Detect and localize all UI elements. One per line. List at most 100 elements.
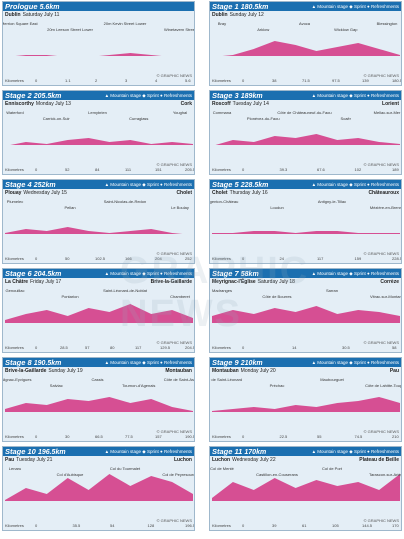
stage-header: Stage 6 204.5km ▲ Mountain stage ◆ Sprint…: [3, 269, 194, 278]
stage-header: Prologue 5.6km: [3, 2, 194, 11]
stage-legend: ▲ Mountain stage ◆ Sprint ● Refreshments: [104, 360, 192, 365]
stage-header: Stage 11 170km ▲ Mountain stage ◆ Sprint …: [210, 447, 401, 456]
distance-label: 0: [35, 523, 38, 528]
place-label: Genouillac: [5, 288, 25, 293]
elevation-profile: [15, 53, 162, 56]
stage-panel: Stage 2 205.5km ▲ Mountain stage ◆ Sprint…: [2, 90, 195, 175]
stage-header: Stage 3 189km ▲ Mountain stage ◆ Sprint ●…: [210, 91, 401, 100]
profile-area: [15, 53, 162, 56]
place-label: 20m Kevin Street Lower: [103, 21, 147, 26]
stage-finish: Cholet: [176, 190, 192, 196]
stage-header: Stage 7 58km ▲ Mountain stage ◆ Sprint ● …: [210, 269, 401, 278]
stage-title: Stage 4: [5, 180, 34, 189]
distance-label: 35.5: [72, 523, 81, 528]
distance-label: 67.6: [317, 167, 325, 172]
copyright: © GRAPHIC NEWS: [363, 340, 399, 345]
km-label: Kilometres: [5, 345, 24, 350]
stage-panel: Stage 3 189km ▲ Mountain stage ◆ Sprint ●…: [209, 90, 402, 175]
stage-length: 170km: [244, 449, 267, 456]
stage-title: Stage 11: [212, 447, 245, 456]
stage-start: Brive-la-Gaillarde Sunday July 19: [5, 368, 83, 374]
distance-label: 97.5: [332, 78, 340, 83]
distance-label: 105: [332, 523, 339, 528]
stage-subheader: Dublin Sunday July 12: [212, 12, 399, 19]
stage-subheader: Dublin Saturday July 11: [5, 12, 192, 19]
profile-area: [222, 41, 400, 56]
place-label: Madranges: [211, 288, 233, 293]
stage-panel: Stage 1 180.5km ▲ Mountain stage ◆ Sprint…: [209, 1, 402, 86]
stage-finish: Montauban: [165, 368, 192, 374]
stage-title: Stage 3: [212, 91, 241, 100]
elevation-profile: [5, 304, 193, 323]
stage-legend: ▲ Mountain stage ◆ Sprint ● Refreshments: [311, 360, 399, 365]
km-label: Kilometres: [5, 523, 24, 528]
distance-label: 180.5: [392, 78, 402, 83]
stage-start: Montauban Monday July 20: [212, 368, 276, 374]
profile-area: [5, 474, 193, 501]
distance-label: 52: [65, 167, 70, 172]
stage-subheader: Brive-la-Gaillarde Sunday July 19 Montauba…: [5, 368, 192, 375]
stage-header: Stage 1 180.5km ▲ Mountain stage ◆ Sprint…: [210, 2, 401, 11]
profile-area: [212, 397, 400, 412]
km-label: Kilometres: [212, 434, 231, 439]
km-label: Kilometres: [5, 78, 24, 83]
distance-label: 128: [147, 523, 155, 528]
distance-label: 22.5: [279, 434, 288, 439]
distance-label: 14: [292, 345, 297, 350]
stage-length: 190.5km: [33, 360, 62, 367]
distance-label: 102.5: [95, 256, 106, 261]
stage-panel: Stage 10 196.5km ▲ Mountain stage ◆ Sprin…: [2, 446, 195, 531]
place-label: Curraglass: [129, 116, 149, 121]
stage-subheader: Montauban Monday July 20 Pau: [212, 368, 399, 375]
place-label: Salviac: [49, 383, 63, 388]
profile-area: [5, 227, 183, 234]
distance-label: 157: [155, 434, 162, 439]
stage-start: Dublin Saturday July 11: [5, 12, 60, 18]
distance-label: 0: [35, 345, 38, 350]
elevation-profile: [222, 41, 400, 56]
place-label: Waterford: [6, 110, 24, 115]
stage-length: 5.6km: [39, 4, 60, 11]
distance-label: 77.5: [125, 434, 133, 439]
place-label: Tournon-d'Agenais: [122, 383, 156, 388]
distance-label: 57: [85, 345, 90, 350]
distance-label: 30.5: [342, 345, 350, 350]
distance-label: 0: [35, 256, 38, 261]
copyright: © GRAPHIC NEWS: [156, 73, 192, 78]
stage-legend: ▲ Mountain stage ◆ Sprint ● Refreshments: [311, 4, 399, 9]
copyright: © GRAPHIC NEWS: [363, 518, 399, 523]
copyright: © GRAPHIC NEWS: [156, 340, 192, 345]
distance-label: 61: [302, 523, 307, 528]
stage-footer: Kilometres 0 24 117 159 228.5: [212, 256, 401, 262]
distance-label: 144.5: [362, 523, 373, 528]
place-label: Scaër: [340, 116, 351, 121]
distance-label: 0: [242, 434, 245, 439]
stage-start: Plouay Wednesday July 15: [5, 190, 67, 196]
stage-date: Tuesday July 21: [16, 457, 53, 463]
profile-area: [212, 306, 400, 323]
distance-label: 3: [125, 78, 128, 83]
place-label: Côte de Saint-Asé: [163, 377, 195, 382]
place-label: Plonévez-du-Faou: [246, 116, 280, 121]
distance-label: 0: [242, 167, 245, 172]
place-label: Carrick-on-Suir: [42, 116, 70, 121]
profile-area: [212, 474, 400, 501]
place-label: Blessington: [376, 21, 398, 26]
place-label: Col de Peyresourde: [162, 472, 195, 477]
distance-label: 30: [65, 434, 70, 439]
stage-date: Thursday July 16: [229, 190, 268, 196]
distance-label: 0: [242, 345, 245, 350]
stage-subheader: Cholet Thursday July 16 Châteauroux: [212, 190, 399, 197]
distance-label: 1.1: [65, 78, 71, 83]
distance-label: 4: [155, 78, 158, 83]
distance-label: 66.5: [95, 434, 103, 439]
stage-header: Stage 10 196.5km ▲ Mountain stage ◆ Sprin…: [3, 447, 194, 456]
place-label: Loudun: [270, 205, 284, 210]
stage-header: Stage 9 210km ▲ Mountain stage ◆ Sprint ●…: [210, 358, 401, 367]
stage-title: Stage 6: [5, 269, 34, 278]
stage-footer: Kilometres 0 22.5 55 74.5 210: [212, 434, 399, 440]
place-label: Côte de Saint-Léonard: [210, 377, 243, 382]
distance-label: 0: [35, 78, 38, 83]
stage-legend: ▲ Mountain stage ◆ Sprint ● Refreshments: [311, 271, 399, 276]
